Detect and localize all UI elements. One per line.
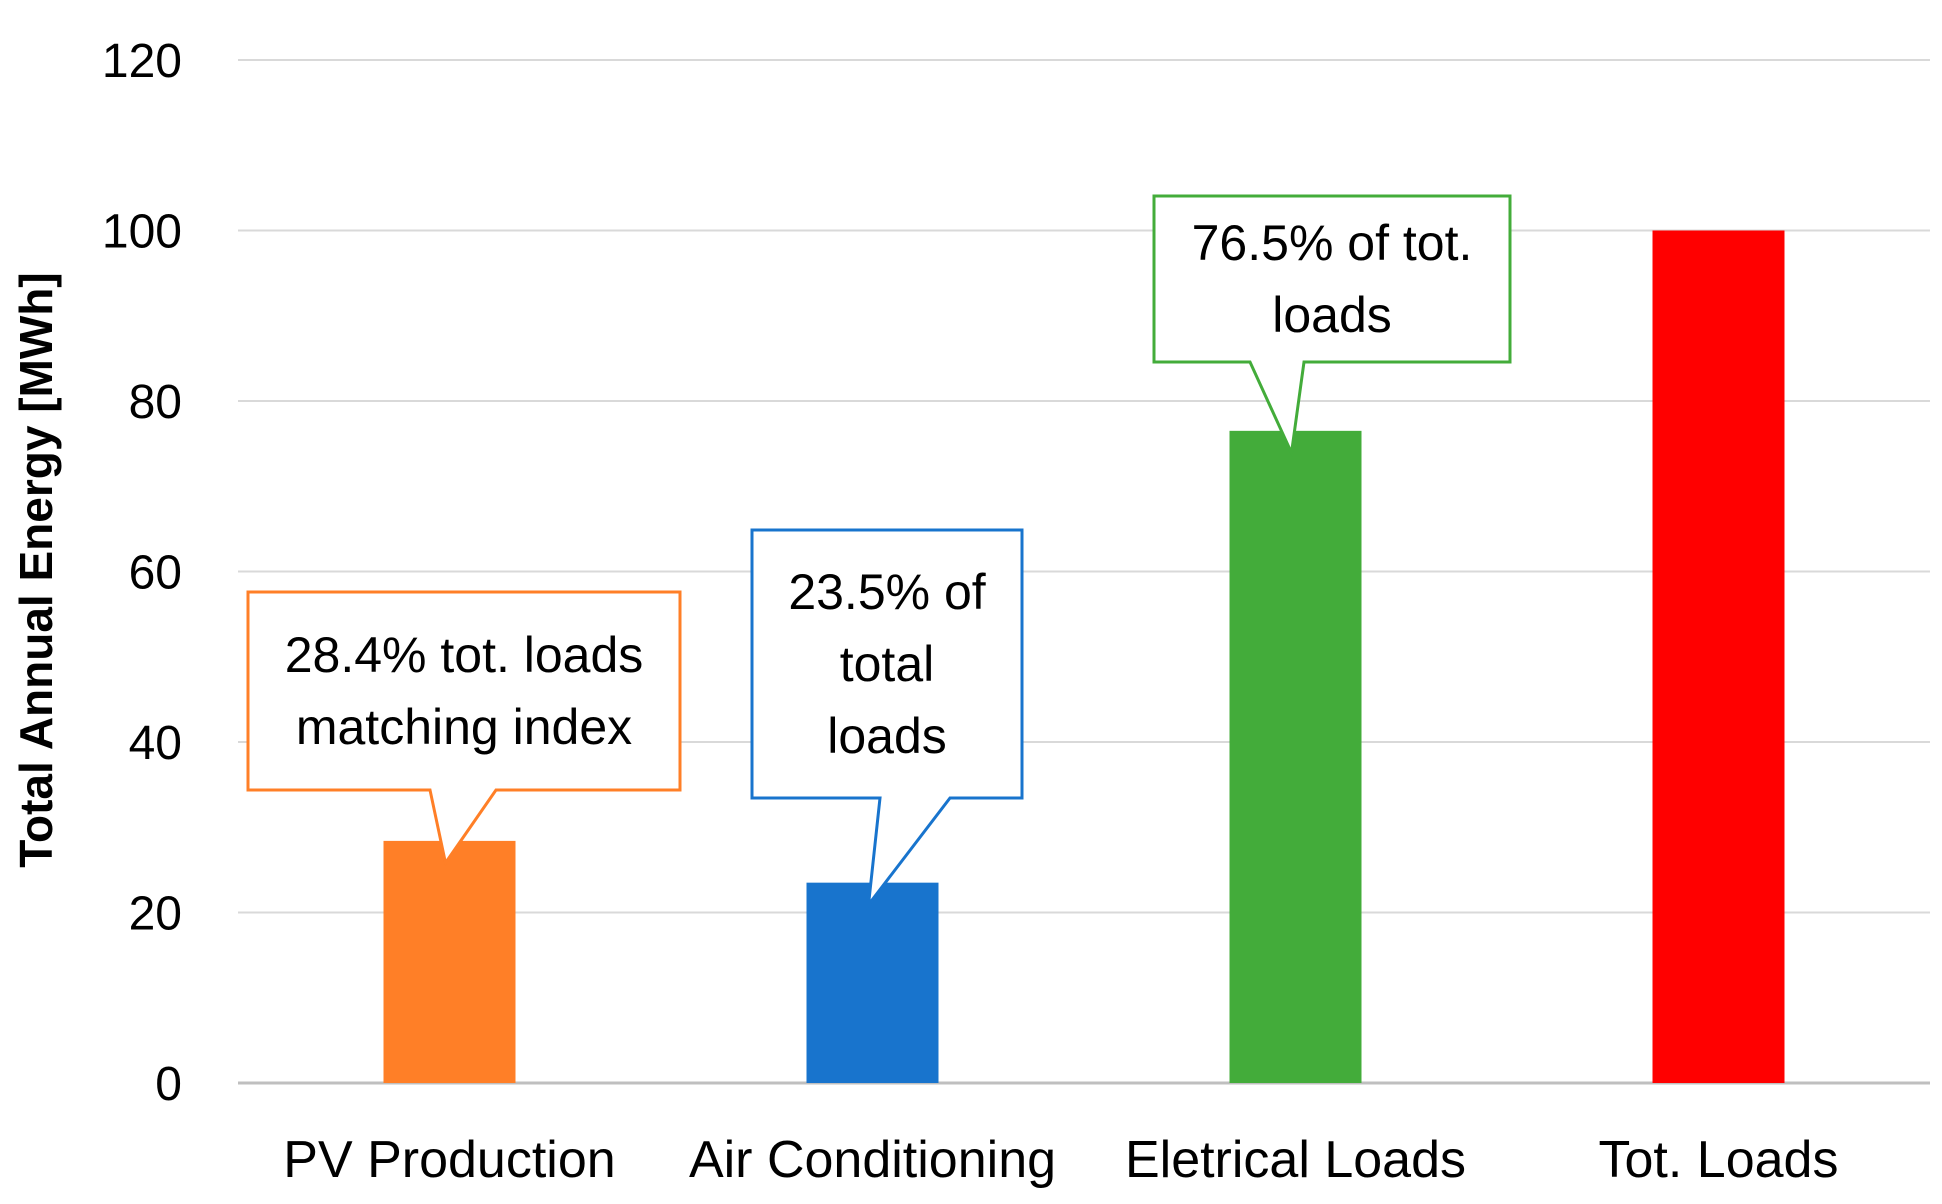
callout-pv-production: 28.4% tot. loads matching index [246,590,682,867]
y-axis-title: Total Annual Energy [MWh] [10,272,62,867]
y-tick-label: 80 [129,376,182,429]
bar-eletrical-loads [1229,430,1362,1083]
callout-box [1152,194,1512,459]
callout-text: 76.5% of tot. [1192,215,1473,271]
x-category-label: PV Production [283,1131,615,1189]
y-tick-label: 120 [102,35,182,88]
callout-text: matching index [296,699,632,755]
y-tick-label: 60 [129,547,182,600]
category-labels: PV Production Air Conditioning Eletrical L… [283,1131,1838,1189]
callout-text: 28.4% tot. loads [285,627,644,683]
bar-air-conditioning [806,882,939,1083]
callout-air-conditioning: 23.5% of total loads [750,528,1024,910]
x-category-label: Eletrical Loads [1125,1131,1466,1189]
bar-tot-loads [1652,230,1785,1083]
callouts: 28.4% tot. loads matching index 23.5% of to… [246,194,1512,910]
callout-text: loads [827,708,947,764]
callout-text: total [840,636,935,692]
bar-pv-production [383,840,516,1083]
bars [383,230,1785,1083]
x-category-label: Tot. Loads [1599,1131,1839,1189]
y-axis-ticks: 0 20 40 60 80 100 120 [102,35,182,1111]
callout-text: loads [1272,287,1392,343]
y-tick-label: 0 [155,1058,182,1111]
x-category-label: Air Conditioning [689,1131,1056,1189]
callout-eletrical-loads: 76.5% of tot. loads [1152,194,1512,459]
callout-box [750,528,1024,910]
y-tick-label: 40 [129,717,182,770]
callout-box [246,590,682,867]
callout-text: 23.5% of [788,564,985,620]
y-tick-label: 20 [129,888,182,941]
y-tick-label: 100 [102,206,182,259]
